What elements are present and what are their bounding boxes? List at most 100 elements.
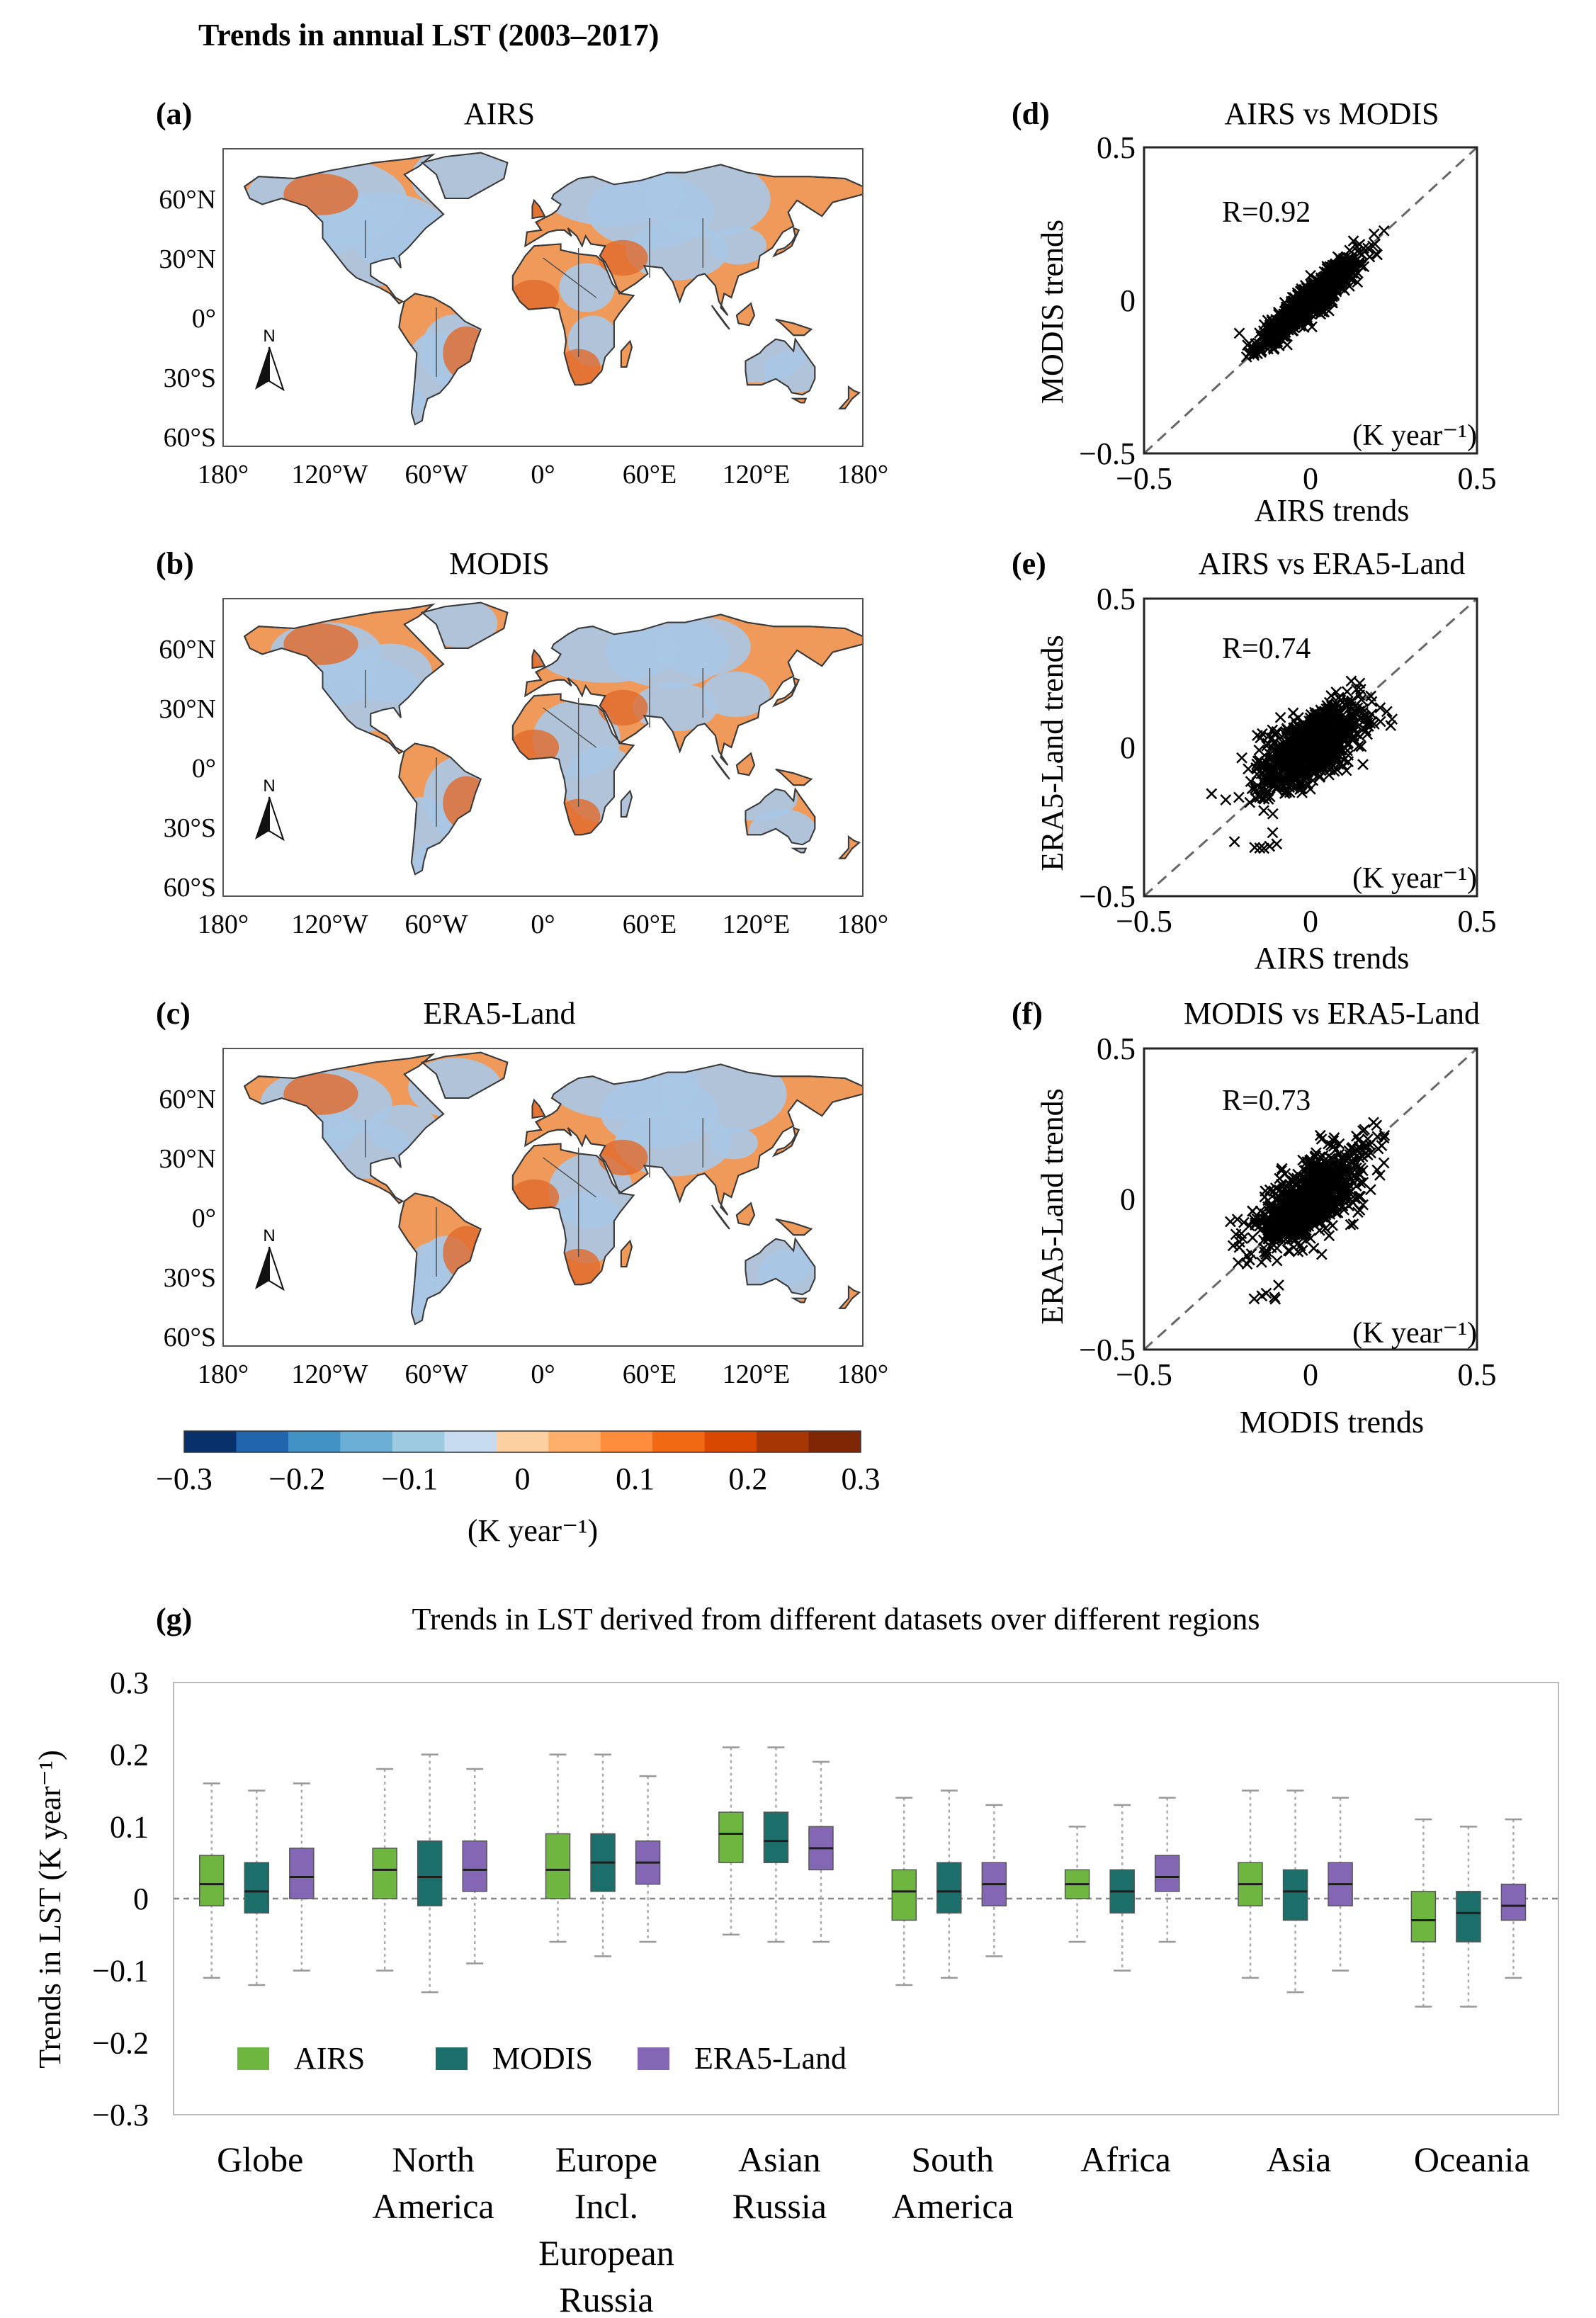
scatter-point [1302, 720, 1314, 732]
warm-trend-region [509, 1179, 560, 1216]
map-title: AIRS [464, 96, 535, 131]
scatter-point [1374, 702, 1386, 713]
scatter-point [1297, 306, 1309, 318]
scatter-point [1293, 1215, 1305, 1227]
north-arrow-letter: N [263, 1226, 275, 1245]
lon-tick-label: 0° [531, 460, 555, 490]
scatter-point [1325, 1153, 1337, 1164]
coastline [620, 789, 633, 818]
lat-tick-label: 60°N [159, 635, 216, 665]
scatter-point [1333, 1138, 1345, 1150]
scatter-panels: (d) AIRS vs MODIS AIRS trends MODIS tren… [1012, 96, 1480, 1440]
box-era5-land [1328, 1797, 1353, 1972]
scatter-point [1315, 288, 1326, 300]
map-frame [222, 148, 864, 447]
colorbar-tick-label: −0.1 [381, 1462, 438, 1496]
region-label: Europe [555, 2139, 657, 2179]
scatter-point [1288, 715, 1300, 726]
scatter-ylabel: ERA5-Land trends [1035, 635, 1070, 871]
scatter-panel-f: (f) MODIS vs ERA5-Land MODIS trends ERA5… [1012, 996, 1480, 1440]
box-modis [1282, 1790, 1308, 1994]
box-era5-land [1154, 1797, 1180, 1943]
boxplot-title: Trends in LST derived from different dat… [412, 1602, 1260, 1636]
region-label: Asia [1267, 2139, 1332, 2179]
scatter-point [1292, 1245, 1304, 1257]
cool-trend-region [559, 263, 615, 312]
scatter-point [1345, 697, 1357, 708]
colorbar-tick-label: 0.2 [728, 1462, 767, 1496]
scatter-ytick-label: −0.5 [1079, 436, 1136, 471]
coastline [791, 847, 808, 854]
boxplot-ytick-label: 0.2 [110, 1738, 149, 1773]
coastline [772, 1126, 800, 1158]
box-airs [372, 1768, 397, 1972]
map-frame [222, 1048, 864, 1347]
scatter-point [1258, 842, 1270, 854]
box-body [417, 1840, 443, 1906]
scatter-point [1277, 330, 1289, 341]
scatter-point [1323, 1230, 1335, 1242]
coastline [775, 1218, 813, 1236]
legend-swatch [237, 2047, 269, 2070]
scatter-point [1341, 1165, 1353, 1176]
scatter-frame [1143, 1047, 1478, 1351]
scatter-point [1313, 723, 1325, 735]
scatter-point [1379, 1129, 1391, 1141]
warm-trend-region [598, 239, 648, 276]
box-airs [1410, 1818, 1437, 2008]
scatter-point [1273, 340, 1285, 351]
lon-tick-label: 60°W [404, 1359, 468, 1389]
scatter-point [1282, 1216, 1294, 1228]
panel-letter: (e) [1012, 546, 1046, 581]
cool-trend-region [757, 1248, 834, 1300]
region-label: North [392, 2139, 475, 2179]
scatter-point [1330, 1143, 1342, 1155]
legend-label: AIRS [294, 2041, 365, 2076]
boxplot-ytick-label: 0.3 [110, 1666, 149, 1700]
colorbar-tick-label: 0.1 [616, 1462, 655, 1496]
scatter-point [1381, 706, 1393, 718]
scatter-point [1250, 783, 1261, 794]
scatter-point [1236, 752, 1247, 764]
lat-tick-label: 60°S [164, 873, 216, 903]
lon-tick-label: 60°W [404, 910, 468, 939]
scatter-point [1269, 1214, 1281, 1225]
scatter-point [1249, 842, 1261, 854]
scatter-ytick-label: 0 [1120, 730, 1136, 765]
warm-trend-region [598, 1139, 648, 1176]
scatter-point [1271, 1255, 1283, 1267]
scatter-point [1357, 1150, 1369, 1163]
warm-trend-region [443, 1226, 491, 1280]
cool-trend-region [550, 1191, 623, 1264]
scatter-ylabel: ERA5-Land trends [1035, 1088, 1070, 1325]
cool-trend-region [701, 671, 771, 718]
map-panels: (a) AIRS (b) MODIS (c) ERA5-Land [156, 96, 576, 1031]
scatter-point [1243, 349, 1255, 360]
scatter-point [1289, 1205, 1301, 1217]
scatter-point [1340, 764, 1352, 776]
scatter-point [1327, 750, 1339, 762]
lon-tick-label: 180° [837, 460, 888, 490]
box-era5-land [981, 1804, 1007, 1957]
scatter-point [1323, 737, 1335, 750]
box-airs [199, 1782, 225, 1979]
scatter-point [1358, 710, 1370, 722]
scatter-point [1368, 1116, 1379, 1129]
scatter-point [1368, 228, 1380, 240]
coastline [420, 152, 509, 199]
legend-label: ERA5-Land [694, 2041, 847, 2076]
scatter-xlabel: MODIS trends [1240, 1405, 1424, 1440]
scatter-xtick-label: 0 [1303, 904, 1318, 939]
world-map-airs: 60°N 30°N 0° 30°S 60°S 180° 120°W 60°W 0° 60°E 120… [159, 148, 888, 490]
box-era5-land [289, 1782, 315, 1972]
colorbar-swatch [808, 1431, 861, 1452]
scatter-point [1304, 712, 1316, 724]
colorbar-swatch [236, 1431, 289, 1452]
scatter-point [1256, 1290, 1268, 1302]
scatter-point [1328, 290, 1340, 301]
trend-patches [270, 602, 817, 875]
colorbar-swatch [444, 1431, 497, 1452]
scatter-ytick-label: −0.5 [1079, 879, 1136, 914]
box-airs [718, 1746, 744, 1936]
region-label: Russia [732, 2186, 827, 2226]
